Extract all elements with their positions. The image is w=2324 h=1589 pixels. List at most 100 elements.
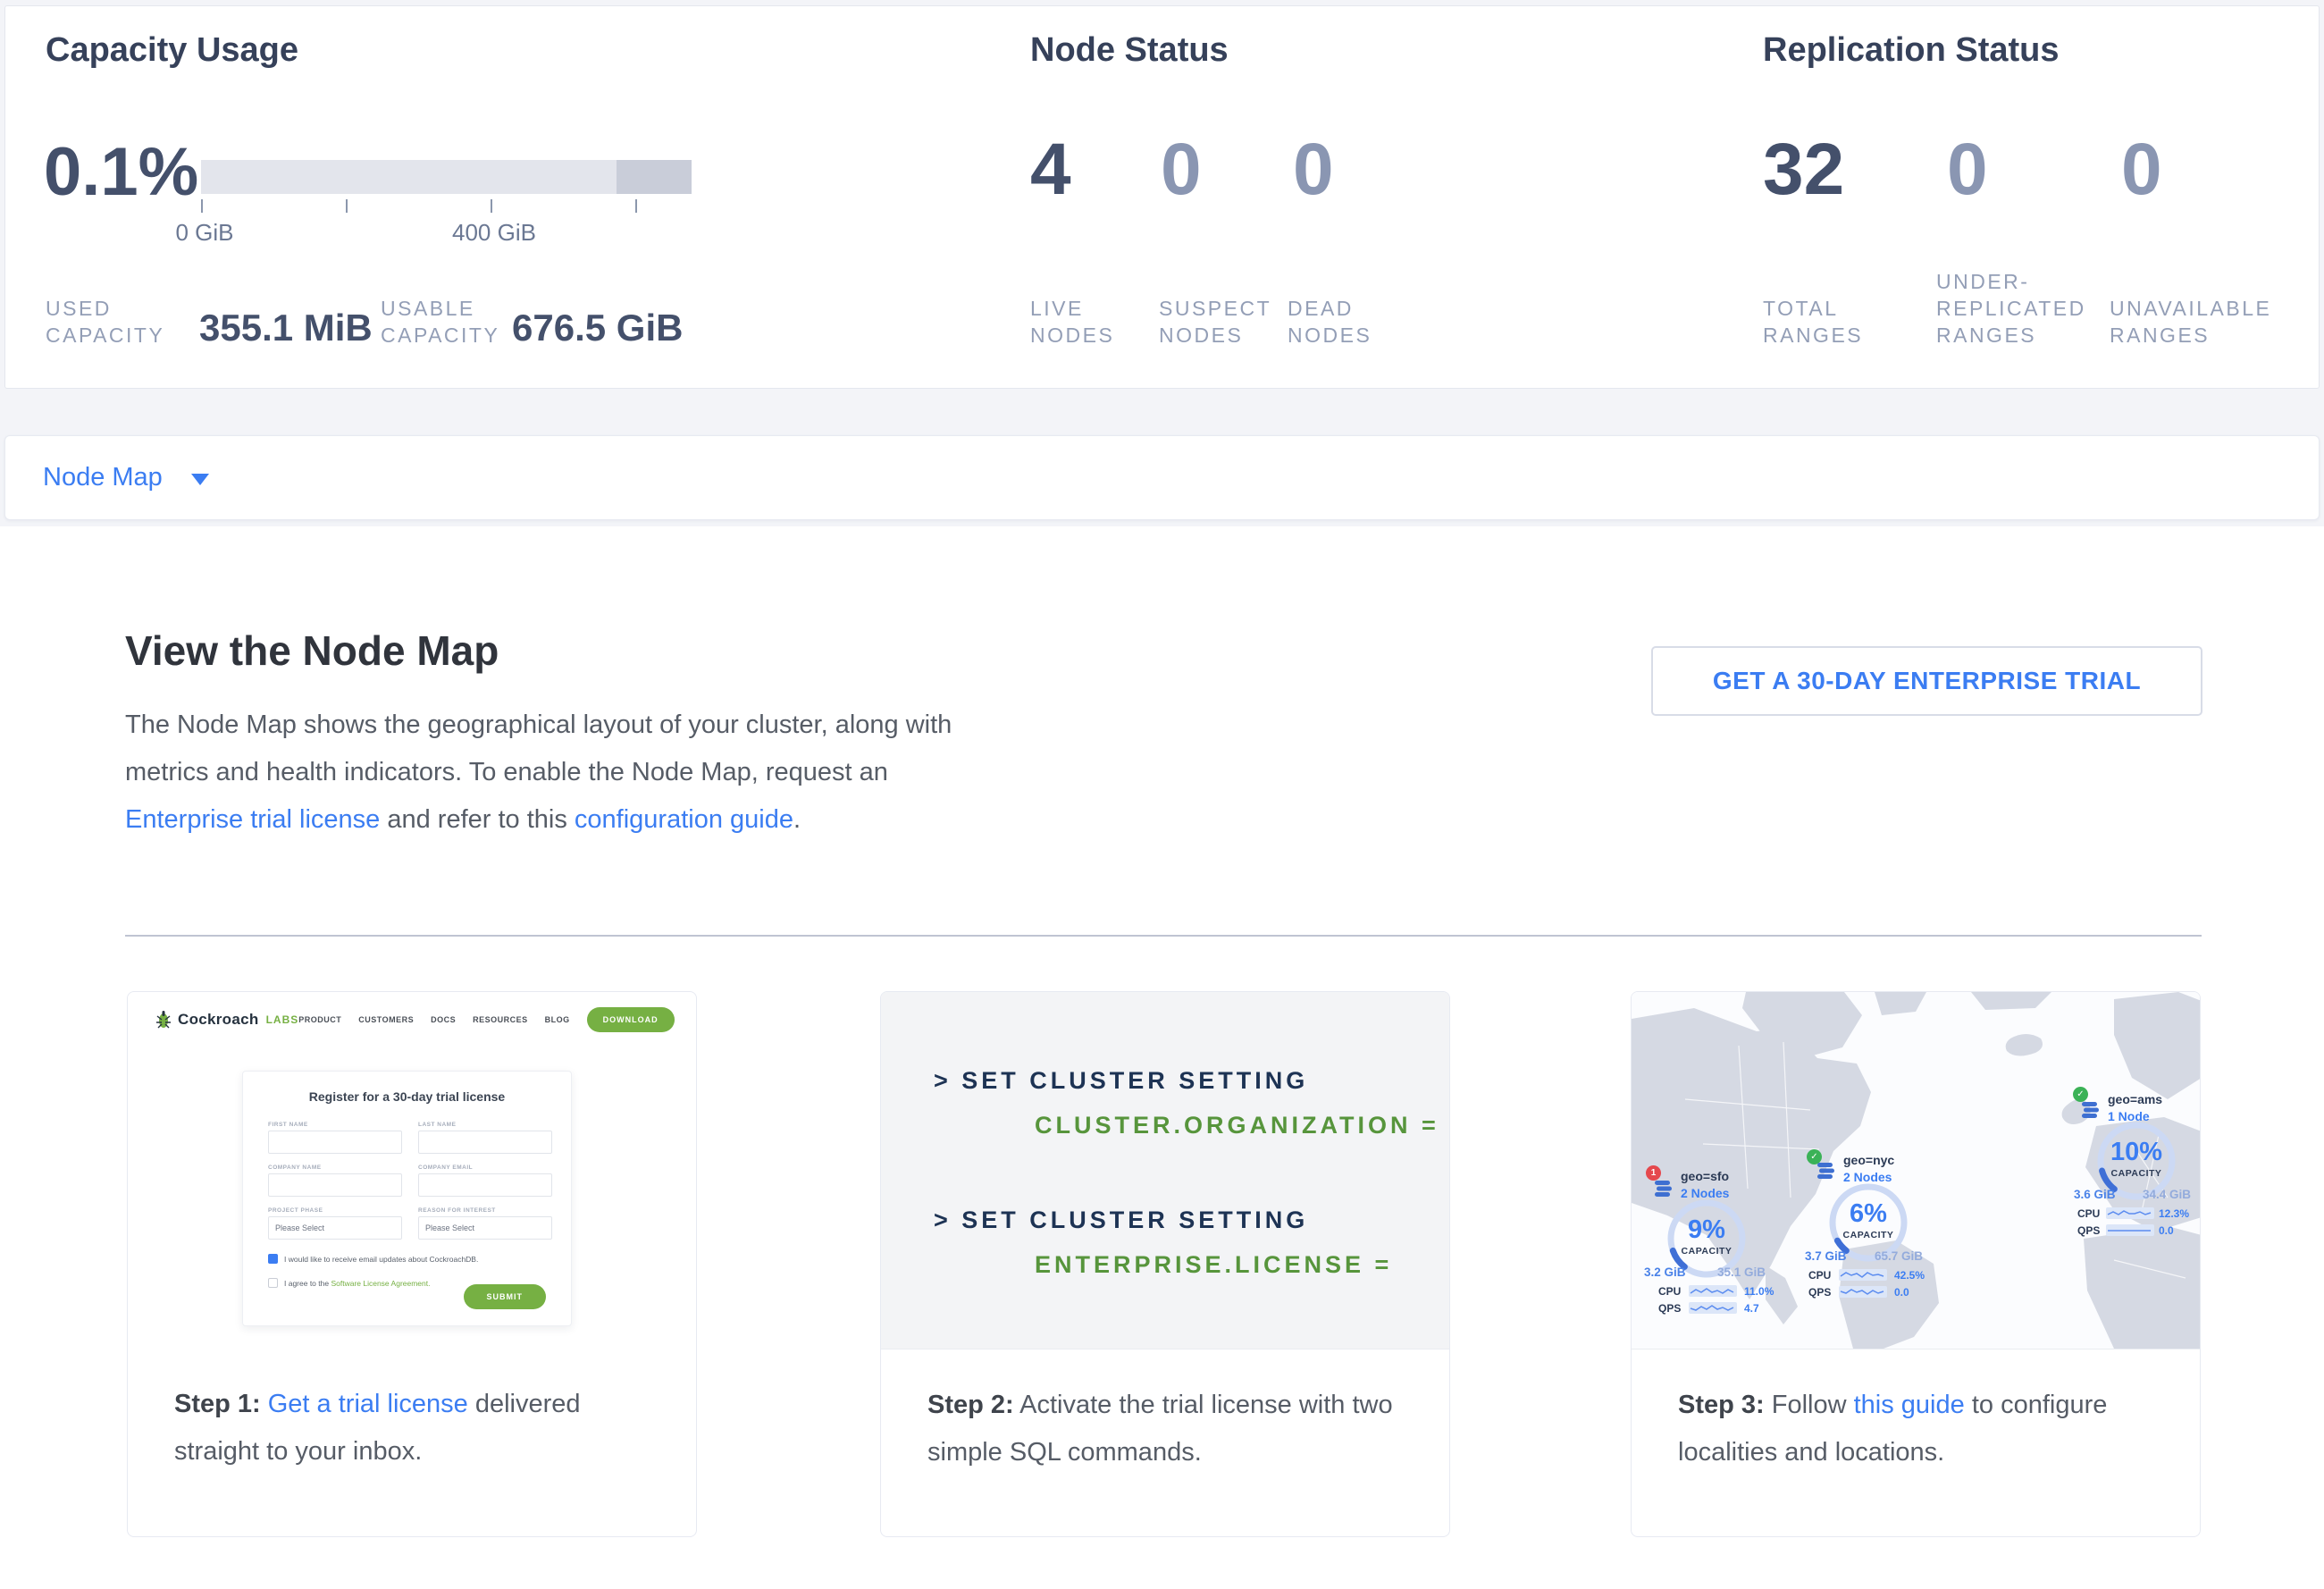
mini-submit-button: SUBMIT [463, 1284, 546, 1309]
used-capacity: 3.6 GiB [2074, 1188, 2116, 1201]
step2-label: Step 2: [927, 1391, 1014, 1419]
step1-text: delivered straight to your inbox. [174, 1390, 581, 1466]
database-stack-icon [1655, 1181, 1672, 1197]
mini-checkbox-row-updates: I would like to receive email updates ab… [268, 1254, 478, 1264]
mini-input-first-name [268, 1131, 402, 1154]
used-capacity-label: USED CAPACITY [46, 297, 165, 347]
sql-enterprise-license: ENTERPRISE.LICENSE = [1035, 1251, 1393, 1278]
node-map-dropdown[interactable]: Node Map [4, 435, 2320, 520]
mini-field-label: COMPANY NAME [268, 1164, 322, 1171]
mini-nav-blog: BLOG [544, 1015, 570, 1024]
total-ranges-value: 32 [1763, 129, 1845, 210]
chevron-down-icon [190, 474, 209, 485]
cockroach-labs-logo: Cockroach LABS [155, 1009, 298, 1030]
mini-field-label: LAST NAME [418, 1122, 457, 1128]
total-ranges-label: TOTAL RANGES [1763, 297, 1864, 347]
configuration-guide-link[interactable]: configuration guide [574, 805, 793, 834]
capacity-percent: 9% [1688, 1215, 1725, 1244]
node-count: 2 Nodes [1681, 1186, 1730, 1200]
sql-cluster-organization: CLUSTER.ORGANIZATION = [1035, 1112, 1439, 1139]
step2-card: > SET CLUSTER SETTING CLUSTER.ORGANIZATI… [880, 991, 1450, 1537]
cockroach-bug-icon [156, 1011, 171, 1029]
mini-nav-customers: CUSTOMERS [358, 1015, 415, 1024]
locality-name: geo=sfo [1681, 1169, 1730, 1183]
usable-capacity-value: 676.5 GiB [512, 307, 684, 349]
node-status-title: Node Status [1030, 31, 1229, 69]
mini-checkbox-agree-label: I agree to the Software License Agreemen… [284, 1279, 431, 1288]
step3-card: 1 geo=sfo 2 Nodes 9% CAPACITY 3.2 GiB 35… [1631, 991, 2201, 1537]
mini-select-reason: Please Select [418, 1216, 552, 1240]
under-replicated-ranges-label: UNDER- REPLICATED RANGES [1936, 270, 2086, 347]
mini-checkbox-row-agree: I agree to the Software License Agreemen… [268, 1278, 431, 1288]
step2-text: Activate the trial license with two simp… [927, 1391, 1393, 1467]
qps-value: 0.0 [2159, 1224, 2174, 1237]
used-capacity-value: 355.1 MiB [199, 307, 373, 349]
live-nodes-label: LIVE NODES [1030, 297, 1115, 347]
top-region: Capacity Usage 0.1% 0 GiB 400 GiB USED C… [0, 0, 2324, 526]
mini-agree-text: I agree to the [284, 1278, 331, 1288]
qps-sparkline [2106, 1224, 2154, 1236]
checkbox-empty-icon [268, 1278, 278, 1288]
step2-caption: Step 2: Activate the trial license with … [881, 1349, 1449, 1476]
step3-pre: Follow [1764, 1391, 1854, 1419]
cpu-value: 11.0% [1744, 1285, 1774, 1298]
live-nodes-value: 4 [1030, 129, 1071, 210]
mini-form-title: Register for a 30-day trial license [308, 1089, 506, 1104]
mini-checkbox-updates-label: I would like to receive email updates ab… [284, 1254, 479, 1264]
checkbox-checked-icon [268, 1254, 278, 1264]
step3-caption: Step 3: Follow this guide to configure l… [1632, 1349, 2200, 1476]
cpu-sparkline [2106, 1207, 2154, 1219]
mini-site-header: Cockroach LABS PRODUCT CUSTOMERS DOCS RE… [128, 992, 696, 1047]
section-divider [125, 935, 2202, 937]
mini-field-label: PROJECT PHASE [268, 1207, 323, 1214]
mini-select-placeholder: Please Select [425, 1223, 475, 1232]
sql-set-cluster-setting-1: > SET CLUSTER SETTING [934, 1067, 1309, 1094]
mini-field-label: FIRST NAME [268, 1122, 308, 1128]
mini-nav-docs: DOCS [431, 1015, 457, 1024]
this-guide-link[interactable]: this guide [1853, 1391, 1965, 1419]
cpu-label: CPU [2077, 1207, 2101, 1220]
cpu-value: 42.5% [1894, 1269, 1925, 1282]
mini-input-company-email [418, 1173, 552, 1197]
node-count: 2 Nodes [1843, 1170, 1892, 1184]
get-enterprise-trial-button[interactable]: GET A 30-DAY ENTERPRISE TRIAL [1651, 646, 2202, 716]
capacity-usage-title: Capacity Usage [46, 31, 299, 69]
sql-commands-thumbnail: > SET CLUSTER SETTING CLUSTER.ORGANIZATI… [881, 992, 1449, 1349]
total-capacity: 34.4 GiB [2143, 1188, 2192, 1201]
capacity-gauge [2097, 1122, 2176, 1200]
step1-space [261, 1390, 268, 1418]
capacity-gauge [1667, 1199, 1746, 1278]
mini-input-last-name [418, 1131, 552, 1154]
mini-registration-form: Register for a 30-day trial license FIRS… [242, 1071, 572, 1326]
step3-label: Step 3: [1678, 1391, 1765, 1419]
capacity-percent: 0.1% [44, 134, 199, 210]
capacity-tick-label-0: 0 GiB [175, 219, 234, 246]
enterprise-trial-license-link[interactable]: Enterprise trial license [125, 805, 381, 834]
capacity-caption: CAPACITY [1842, 1230, 1894, 1240]
step1-card: Cockroach LABS PRODUCT CUSTOMERS DOCS RE… [127, 991, 697, 1537]
qps-label: QPS [1658, 1302, 1682, 1315]
capacity-bar-reserved-segment [617, 160, 692, 194]
node-map-dropdown-label: Node Map [43, 463, 163, 492]
healthy-check-icon: ✓ [1807, 1149, 1822, 1164]
cpu-sparkline [1839, 1269, 1887, 1281]
get-trial-license-link[interactable]: Get a trial license [267, 1390, 468, 1418]
qps-value: 4.7 [1744, 1302, 1759, 1315]
database-stack-icon [1817, 1163, 1834, 1179]
step1-caption: Step 1: Get a trial license delivered st… [128, 1349, 696, 1476]
node-map-thumbnail: 1 geo=sfo 2 Nodes 9% CAPACITY 3.2 GiB 35… [1632, 992, 2200, 1349]
mini-select-project-phase: Please Select [268, 1216, 402, 1240]
mini-field-label: REASON FOR INTEREST [418, 1207, 496, 1214]
qps-value: 0.0 [1894, 1286, 1909, 1299]
error-badge-icon: 1 [1646, 1165, 1661, 1181]
intro-text-before: The Node Map shows the geographical layo… [125, 710, 952, 786]
mini-select-placeholder: Please Select [275, 1223, 325, 1232]
unavailable-ranges-value: 0 [2121, 129, 2162, 210]
used-capacity: 3.7 GiB [1805, 1249, 1847, 1263]
node-map-intro-section: View the Node Map The Node Map shows the… [0, 526, 2324, 1589]
mini-nav-resources: RESOURCES [473, 1015, 528, 1024]
locality-name: geo=ams [2108, 1092, 2163, 1106]
cluster-summary-panel: Capacity Usage 0.1% 0 GiB 400 GiB USED C… [4, 5, 2320, 389]
sql-set-cluster-setting-2: > SET CLUSTER SETTING [934, 1206, 1309, 1233]
